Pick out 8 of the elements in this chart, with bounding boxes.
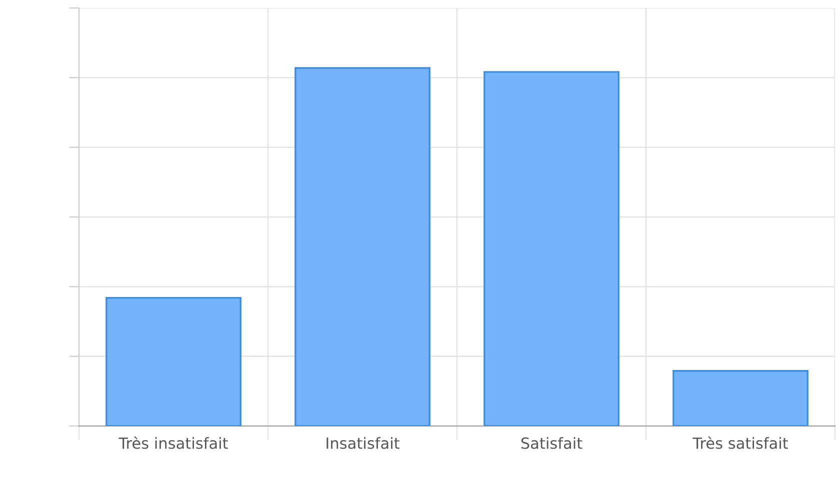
bar [106, 297, 242, 426]
bar [294, 67, 430, 426]
x-tick-label: Insatisfait [326, 437, 400, 449]
bar [484, 71, 620, 426]
x-tick-label: Très insatisfait [118, 436, 228, 449]
x-tick-label: Satisfait [521, 437, 582, 449]
x-tick-label: Très satisfait [692, 436, 788, 449]
bar [672, 370, 808, 426]
